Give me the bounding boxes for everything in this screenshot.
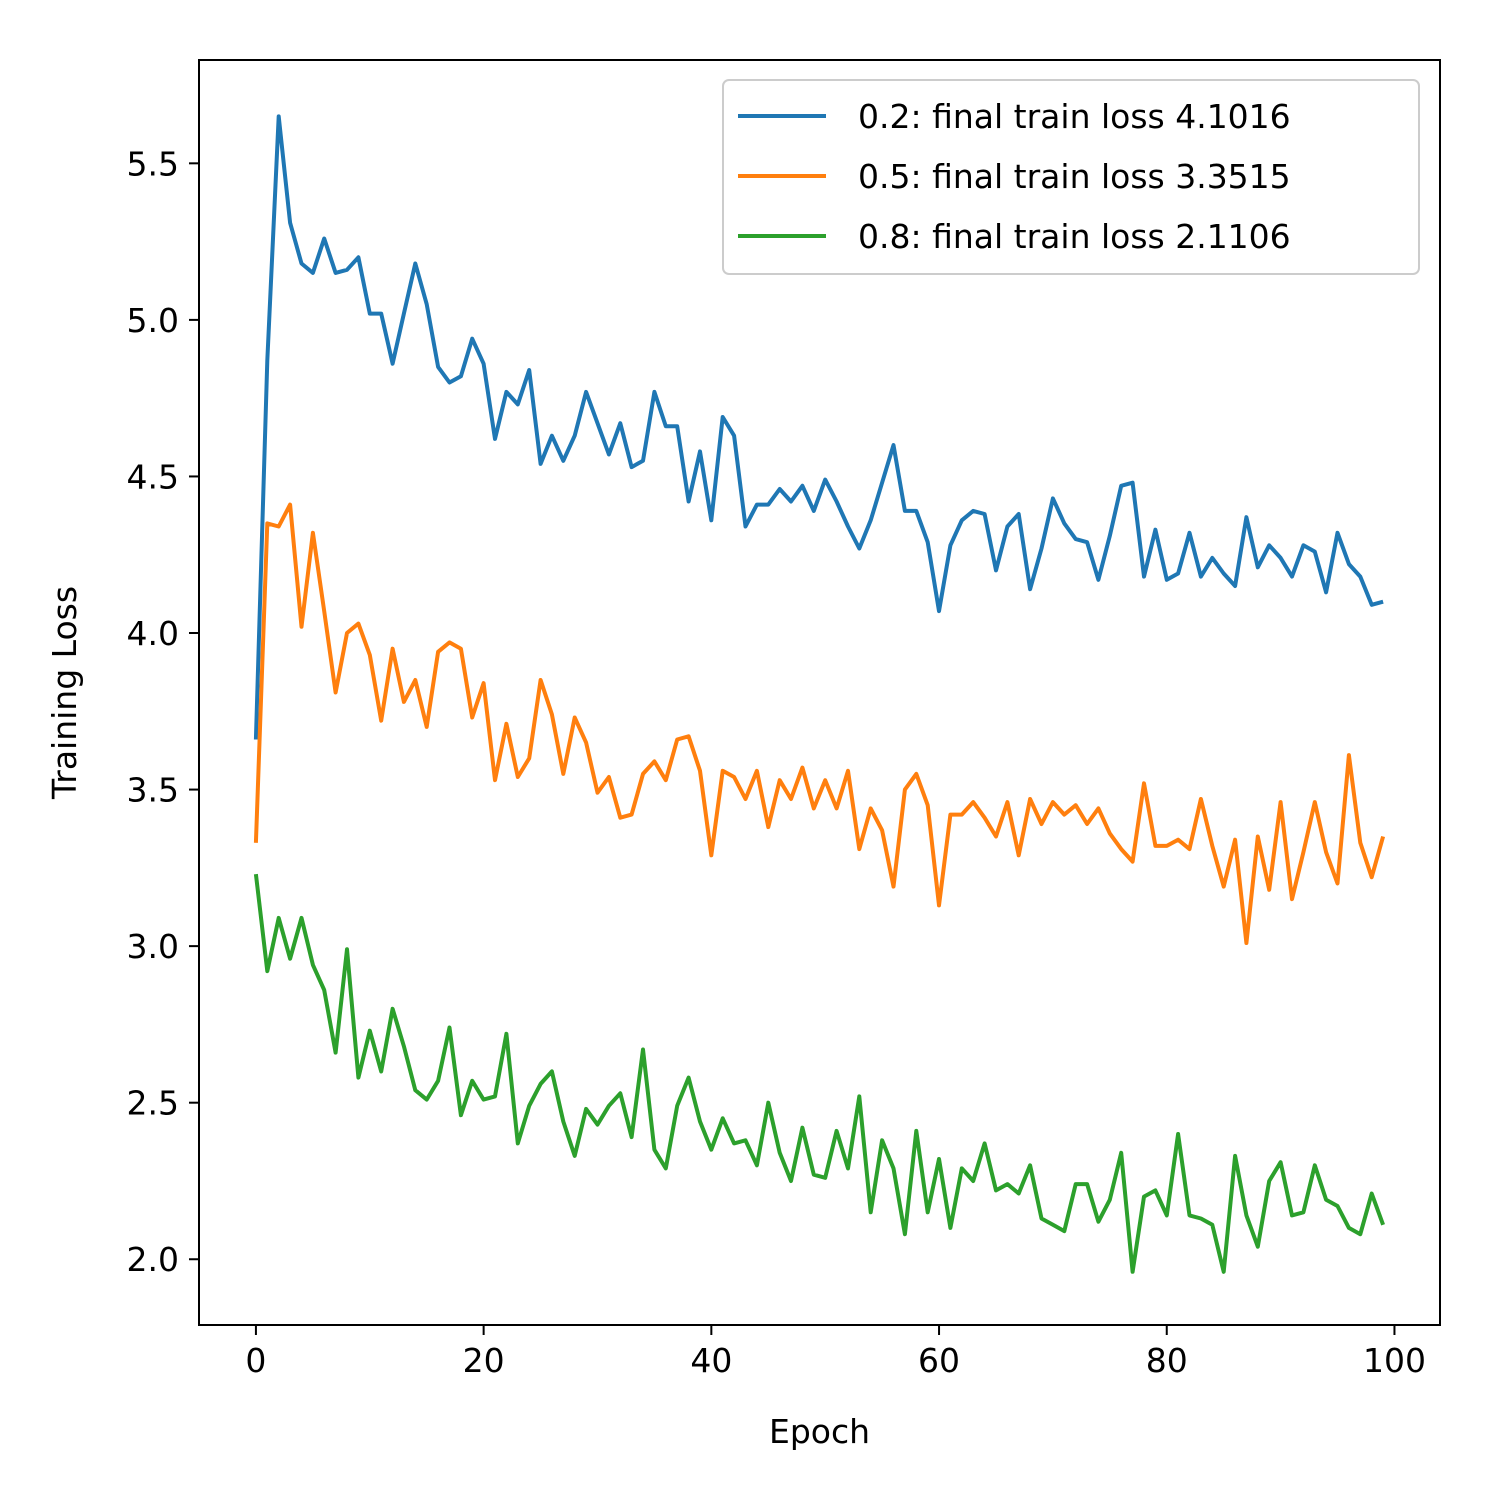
y-tick-label: 2.5 (127, 1084, 179, 1123)
x-axis-label: Epoch (769, 1412, 870, 1451)
y-axis-label: Training Loss (45, 586, 84, 800)
x-axis-ticks: 0 20 40 60 80 100 (245, 1325, 1426, 1380)
plot-frame (198, 59, 1441, 1326)
series-line-1 (253, 502, 1386, 945)
y-tick-label: 4.0 (127, 614, 179, 653)
legend-label-2: 0.8: final train loss 2.1106 (858, 217, 1291, 256)
x-tick-label: 0 (245, 1341, 266, 1380)
series-layer (253, 114, 1386, 1274)
legend-label-1: 0.5: final train loss 3.3515 (858, 157, 1291, 196)
x-tick-label: 80 (1146, 1341, 1188, 1380)
y-tick-label: 5.5 (127, 144, 179, 183)
legend-box (722, 79, 1420, 275)
x-tick-label: 100 (1363, 1341, 1426, 1380)
y-axis-ticks: 2.0 2.5 3.0 3.5 4.0 4.5 5.0 5.5 (127, 144, 199, 1279)
y-tick-label: 2.0 (127, 1240, 179, 1279)
y-tick-label: 4.5 (127, 457, 179, 496)
series-line-2 (253, 873, 1385, 1274)
y-tick-label: 3.5 (127, 771, 179, 810)
legend: 0.2: final train loss 4.1016 0.5: final t… (722, 79, 1420, 275)
legend-label-0: 0.2: final train loss 4.1016 (858, 97, 1291, 136)
y-tick-label: 3.0 (127, 927, 179, 966)
x-tick-label: 60 (918, 1341, 960, 1380)
x-tick-label: 40 (690, 1341, 732, 1380)
y-tick-label: 5.0 (127, 301, 179, 340)
series-line-0 (253, 114, 1384, 740)
x-tick-label: 20 (463, 1341, 505, 1380)
